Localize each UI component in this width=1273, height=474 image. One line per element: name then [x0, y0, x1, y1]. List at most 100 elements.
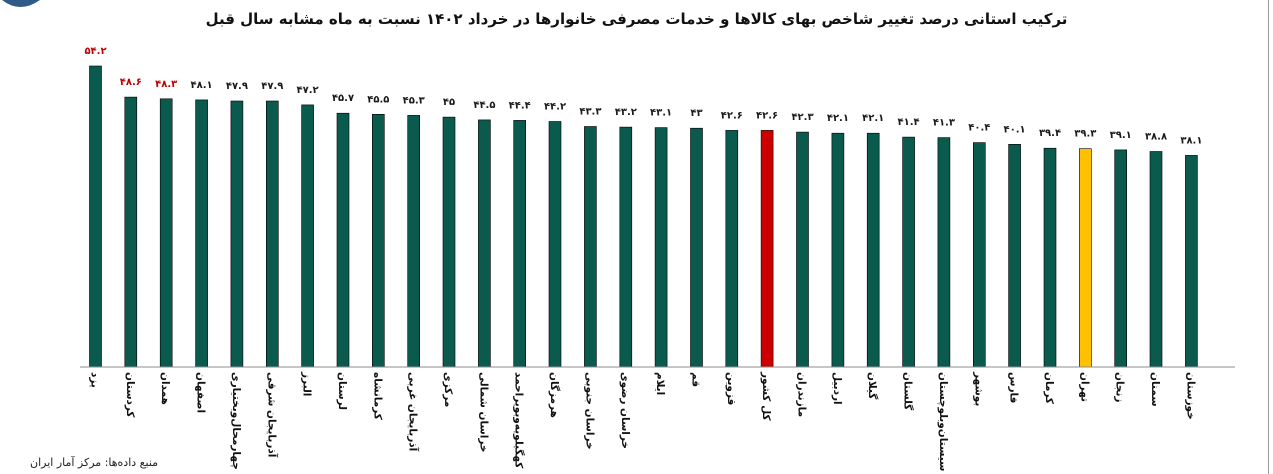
value-label-20: ۴۲.۳: [791, 112, 813, 123]
category-label-3: اصفهان: [195, 372, 207, 413]
value-label-15: ۴۳.۲: [615, 107, 637, 118]
category-label-10: مرکزی: [442, 372, 454, 407]
bar-0: [89, 65, 102, 368]
bar-21: [831, 132, 845, 368]
value-labels-layer: ۵۴.۲ ۴۸.۶ ۴۸.۳ ۴۸.۱ ۴۷.۹ ۴۷.۹ ۴۷.۲ ۴۵.۷ ۴۵.۵ ۴۵.۳…: [84, 46, 1202, 146]
bar-18: [725, 130, 739, 368]
category-label-18: قزوین: [725, 372, 737, 405]
category-label-28: تهران: [1078, 372, 1090, 402]
category-label-13: هرمزگان: [548, 372, 561, 418]
bar-30: [1149, 151, 1163, 368]
value-label-22: ۴۲.۱: [862, 113, 884, 124]
category-label-4: چهارمحال‌وبختیاری: [230, 372, 242, 470]
bar-10: [442, 116, 456, 368]
bar-23: [902, 136, 915, 368]
bar-28: [1079, 148, 1092, 368]
category-label-15: خراسان رضوی: [619, 372, 631, 449]
category-label-1: کردستان: [124, 372, 136, 418]
bar-1: [124, 96, 138, 368]
source-note: منبع داده‌ها: مرکز آمار ایران: [30, 456, 159, 469]
value-label-24: ۴۱.۳: [933, 118, 955, 129]
category-label-30: سمنان: [1149, 372, 1161, 407]
value-label-6: ۴۷.۲: [297, 85, 319, 96]
bar-13: [548, 121, 562, 368]
value-label-19: ۴۲.۶: [756, 110, 778, 121]
bar-24: [937, 137, 951, 368]
value-label-30: ۳۸.۸: [1145, 132, 1167, 143]
category-label-14: خراسان جنوبی: [583, 372, 595, 450]
category-label-16: ایلام: [654, 372, 666, 395]
bar-26: [1008, 144, 1021, 368]
logo-icon: [2, 0, 40, 7]
category-label-23: گلستان: [902, 372, 915, 411]
frame-border: [1268, 0, 1269, 474]
category-label-8: کرمانشاه: [371, 372, 383, 421]
value-label-29: ۳۹.۱: [1110, 130, 1132, 141]
category-label-12: کهگیلویه‌وبویراحمد: [513, 372, 526, 469]
category-label-24: سیستان‌وبلوچستان: [937, 372, 949, 471]
category-label-21: اردبیل: [831, 372, 843, 405]
bar-17: [690, 127, 703, 368]
chart-title: ترکیب استانی درصد تغییر شاخص بهای کالاها…: [205, 10, 1068, 28]
bar-11: [478, 119, 491, 368]
value-label-0: ۵۴.۲: [84, 46, 106, 57]
value-label-14: ۴۳.۳: [579, 107, 601, 118]
bar-7: [336, 112, 350, 368]
bar-25: [972, 142, 986, 368]
category-label-19: کل کشور: [760, 371, 772, 421]
category-label-17: قم: [690, 372, 702, 387]
value-label-12: ۴۴.۴: [509, 100, 531, 111]
category-labels-layer: یزد کردستان همدان اصفهان چهارمحال‌وبختیاری آذ…: [89, 371, 1197, 471]
category-label-27: کرمان: [1043, 372, 1055, 405]
value-label-23: ۴۱.۴: [898, 117, 920, 128]
category-label-29: زنجان: [1114, 372, 1126, 402]
value-label-8: ۴۵.۵: [367, 94, 389, 105]
value-label-7: ۴۵.۷: [332, 93, 354, 104]
bar-29: [1114, 149, 1127, 368]
category-label-26: فارس: [1008, 372, 1020, 403]
value-label-31: ۳۸.۱: [1180, 135, 1202, 146]
category-label-20: مازندران: [796, 372, 808, 417]
bar-5: [265, 100, 279, 368]
value-label-25: ۴۰.۴: [968, 123, 990, 134]
category-label-2: همدان: [159, 372, 171, 405]
bar-19: [760, 130, 774, 368]
bar-20: [796, 131, 809, 368]
bar-6: [301, 104, 314, 368]
category-label-11: خراسان شمالی: [477, 372, 489, 452]
category-label-9: آذربایجان غربی: [407, 372, 420, 452]
value-label-11: ۴۴.۵: [473, 100, 495, 111]
category-label-31: خوزستان: [1184, 372, 1196, 420]
category-label-0: یزد: [89, 372, 101, 388]
value-label-28: ۳۹.۳: [1074, 129, 1096, 140]
bar-22: [866, 132, 880, 368]
category-label-5: آذربایجان شرقی: [265, 372, 278, 458]
bar-27: [1043, 147, 1057, 368]
bar-12: [513, 120, 527, 368]
bar-2: [159, 98, 173, 368]
category-label-25: بوشهر: [972, 371, 984, 406]
value-label-27: ۳۹.۴: [1039, 128, 1061, 139]
bar-16: [654, 127, 668, 368]
bar-31: [1185, 155, 1198, 368]
category-label-22: گیلان: [866, 372, 879, 400]
value-label-18: ۴۲.۶: [721, 110, 743, 121]
bar-15: [619, 126, 633, 368]
bar-4: [230, 100, 244, 368]
value-label-26: ۴۰.۱: [1004, 124, 1026, 135]
value-label-9: ۴۵.۳: [403, 95, 425, 106]
value-label-16: ۴۳.۱: [650, 108, 672, 119]
value-label-4: ۴۷.۹: [226, 81, 248, 92]
category-label-7: لرستان: [336, 372, 348, 410]
value-label-5: ۴۷.۹: [261, 81, 283, 92]
category-label-6: البرز: [301, 371, 313, 396]
bar-14: [584, 126, 597, 368]
bar-3: [195, 99, 208, 368]
value-label-13: ۴۴.۲: [544, 102, 566, 113]
value-label-2: ۴۸.۳: [155, 79, 177, 90]
value-label-21: ۴۲.۱: [827, 113, 849, 124]
bars-layer: [89, 65, 1198, 368]
value-label-17: ۴۳: [690, 108, 702, 119]
value-label-3: ۴۸.۱: [191, 80, 213, 91]
